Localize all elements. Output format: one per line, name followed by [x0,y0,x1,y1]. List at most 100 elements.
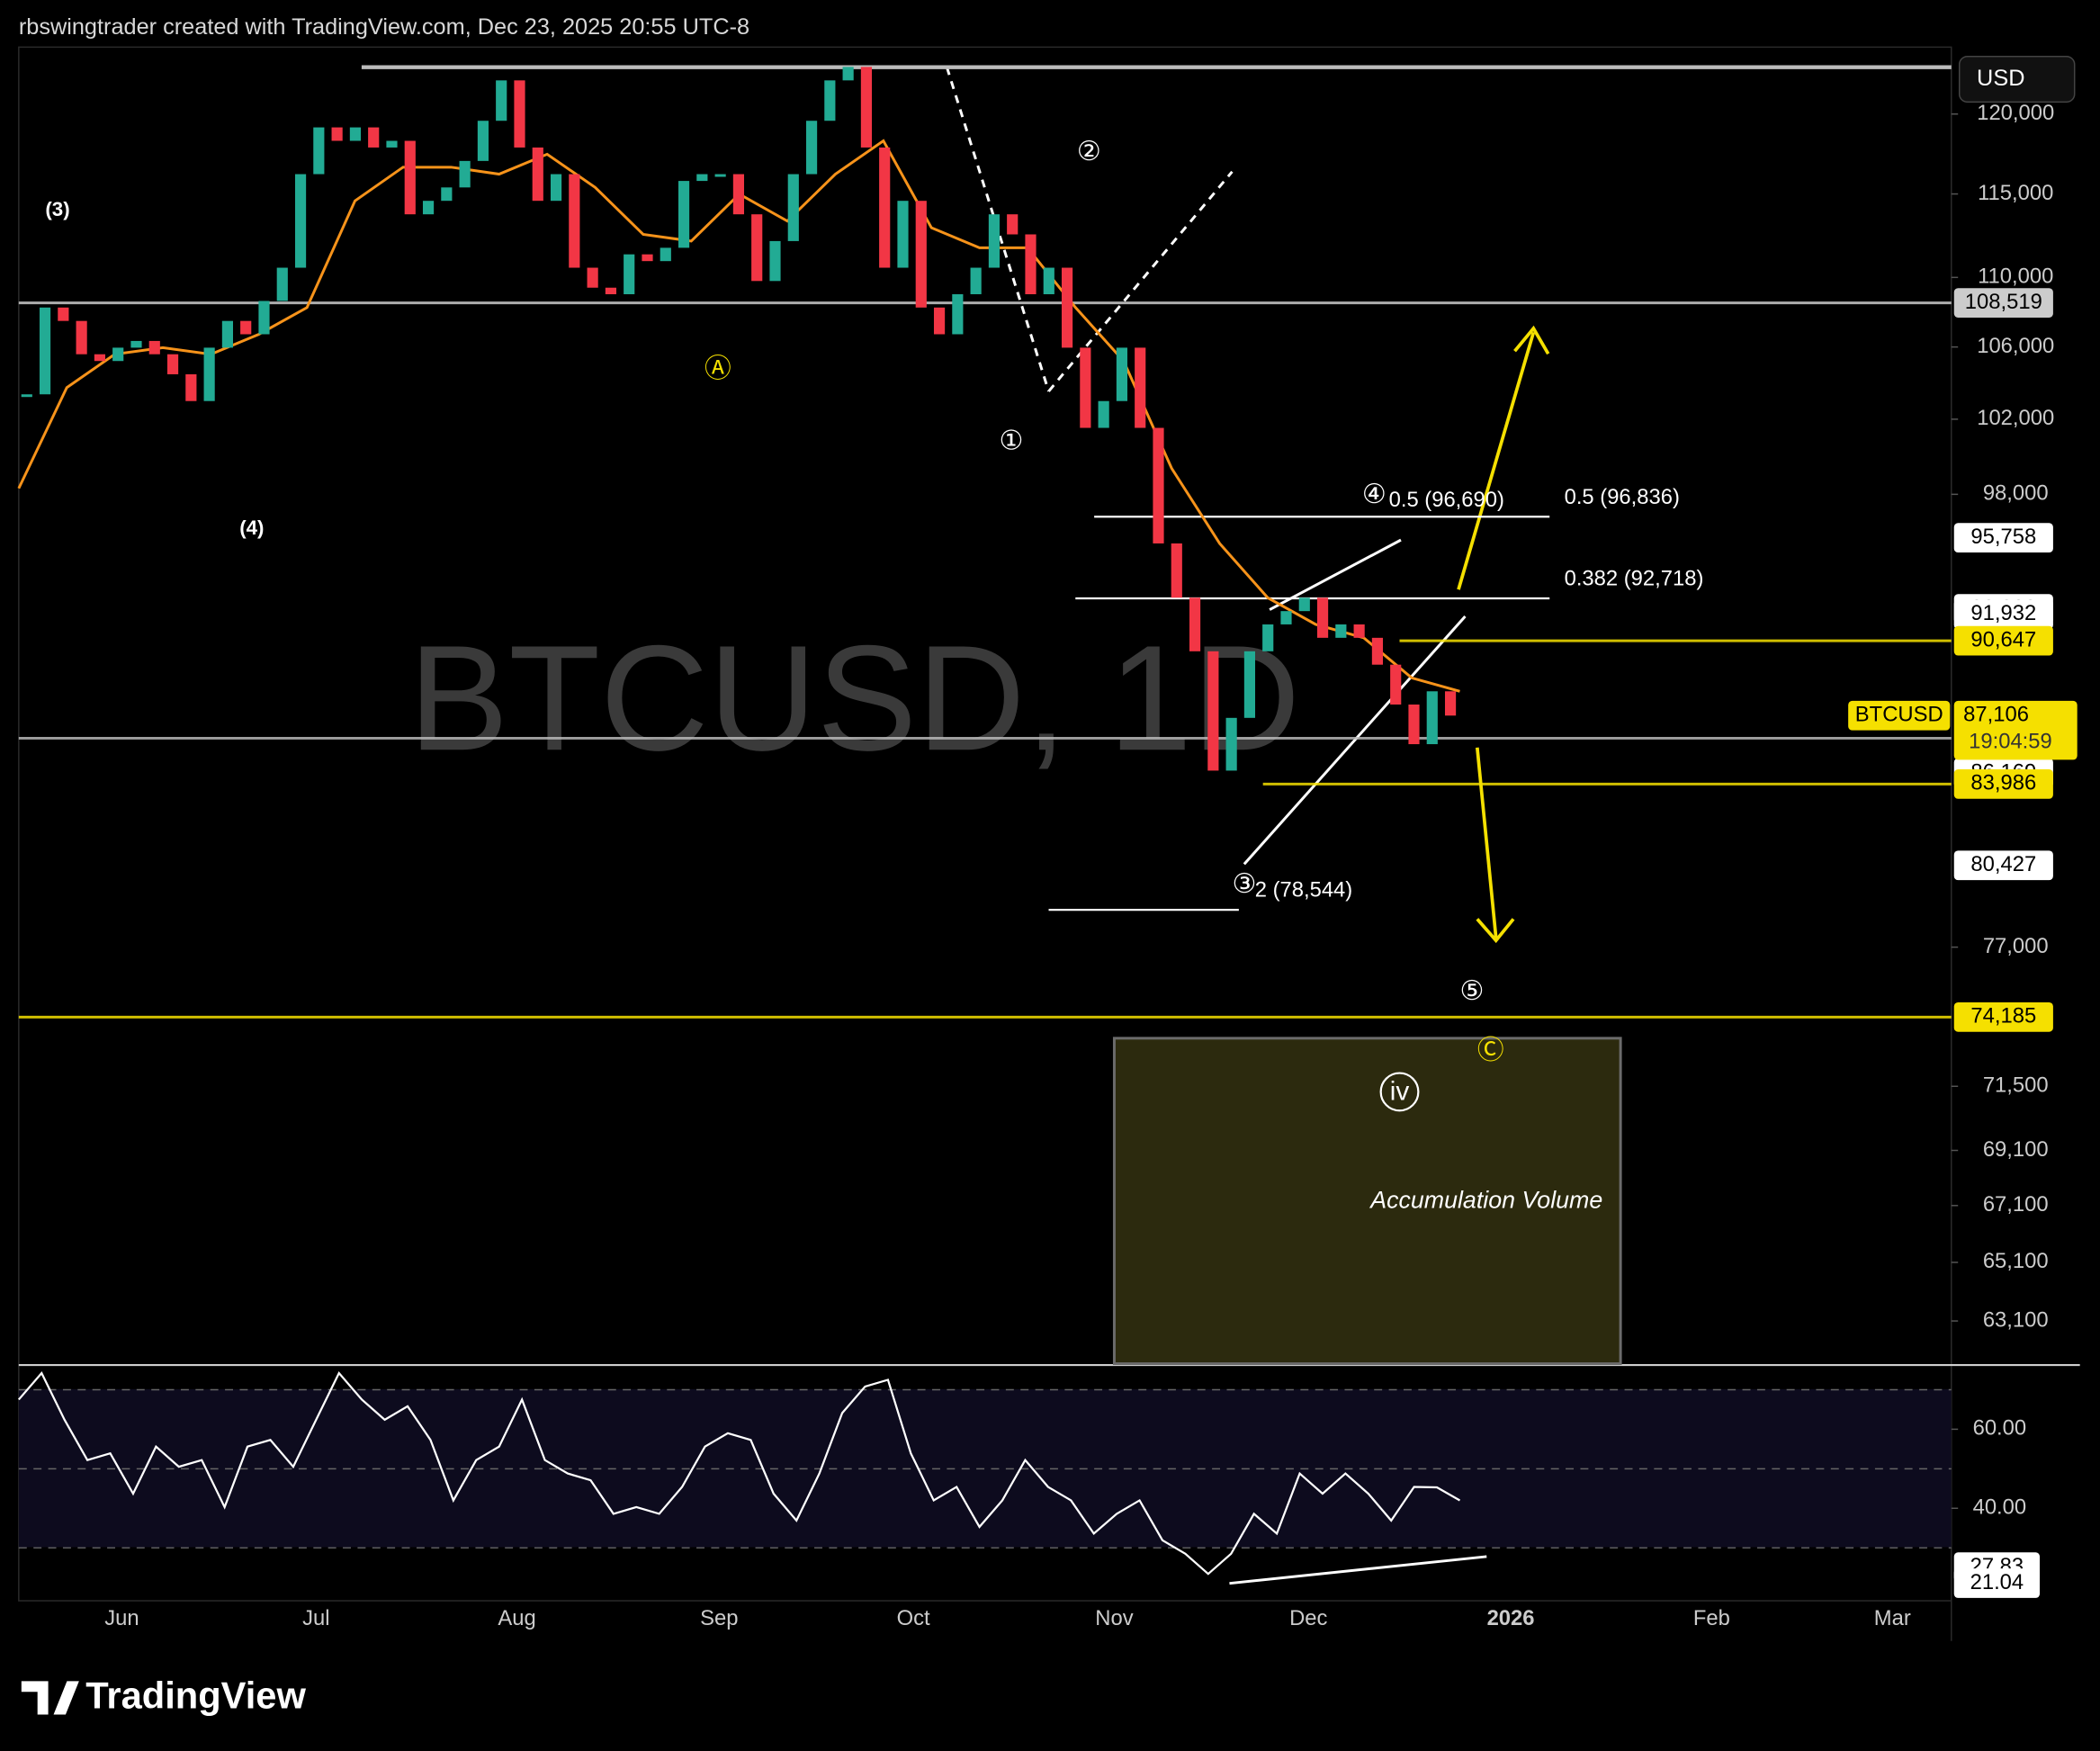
candle [459,160,471,188]
annotation: (4) [239,516,264,539]
level-label: 74,185 [1970,1004,2036,1028]
candle [130,340,142,348]
candle [1061,267,1073,348]
candle [897,201,909,268]
annotation: Ⓒ [1477,1036,1504,1065]
candle [477,121,489,161]
candle [879,147,891,268]
rsi-tick-label: 60.00 [1973,1416,2027,1441]
x-tick-label: Aug [498,1606,535,1630]
annotation: Ⓐ [704,354,731,383]
last-price-label: 87,106 [1963,703,2029,727]
candle [1171,543,1182,598]
candle [732,174,745,215]
rsi-tick-label: 40.00 [1973,1495,2027,1520]
x-tick-label: Dec [1289,1606,1327,1630]
candle [1298,597,1310,612]
candle [1262,624,1274,651]
trendline [1229,1555,1487,1585]
y-tick-label: 106,000 [1977,334,2054,358]
header: rbswingtrader created with TradingView.c… [19,14,749,40]
logo-text: TradingView [85,1675,306,1717]
x-tick-label: 2026 [1487,1606,1535,1630]
candle [294,174,307,268]
candle [386,140,398,148]
candle [1025,234,1037,294]
candle [258,301,270,335]
candle [368,127,380,148]
candle [313,127,325,175]
candle [824,80,836,121]
arrow-head [1476,918,1515,944]
y-tick-label: 69,100 [1983,1137,2049,1162]
x-tick-label: Sep [700,1606,738,1630]
x-tick-label: Feb [1693,1606,1730,1630]
symbol-label: BTCUSD [1855,703,1943,727]
candle [678,181,690,248]
candle [1243,651,1256,718]
level-label-box [1953,625,2053,656]
candle [1207,651,1219,771]
candle [1426,691,1438,745]
annotation: ① [999,426,1023,455]
arrow [1457,331,1536,590]
x-tick-label: Nov [1095,1606,1133,1630]
x-tick-label: Mar [1874,1606,1911,1630]
level-label-box [1953,599,2053,630]
candle [1098,400,1109,428]
x-tick-label: Jul [302,1606,329,1630]
y-tick-label: 65,100 [1983,1249,2049,1273]
annotation: ④ [1362,480,1387,509]
volume-box [1112,1037,1622,1366]
candle [660,247,671,262]
candle [422,201,435,215]
candle [696,174,708,182]
candle [1408,704,1420,745]
watermark: BTCUSD, 1D [408,615,1300,782]
y-tick-label: 110,000 [1978,265,2053,289]
candle [221,320,234,348]
level-label: 95,758 [1970,525,2036,549]
fib-label: 0.5 (96,690) [1389,488,1504,512]
candle [58,307,69,321]
candle [1371,637,1384,665]
x-tick-label: Oct [897,1606,930,1630]
candle [952,293,964,335]
annotation: iv [1390,1077,1410,1107]
symbol-box [1848,700,1951,731]
annotation: Accumulation Volume [1369,1187,1602,1214]
fib-label: 2 (78,544) [1255,878,1352,902]
candle [21,394,32,398]
candle [1007,214,1019,235]
candle [642,254,653,262]
candle [1189,597,1201,651]
candle [276,267,288,301]
candle [1116,347,1128,401]
candle [1390,664,1402,705]
candle [185,373,197,401]
candle [1280,611,1292,624]
candle [714,174,726,177]
candle [1316,597,1329,638]
currency-button[interactable] [1958,56,2076,103]
candle [787,174,799,241]
candle [569,174,580,268]
trendline [1243,615,1467,866]
trendline [1047,170,1234,392]
candle [751,214,763,282]
candle [94,354,105,362]
fib-label: 0.382 (92,718) [1565,566,1704,590]
candle [349,127,362,141]
candle [1353,624,1365,638]
candle [1135,347,1146,428]
candle [1043,267,1054,294]
candle [970,267,982,294]
countdown: 19:04:59 [1969,729,2052,753]
level-label-box [1953,850,2053,881]
candle [1444,691,1457,716]
x-tick-label: Jun [104,1606,139,1630]
candle [915,201,927,308]
candle [203,347,215,401]
y-tick-label: 120,000 [1977,101,2054,125]
